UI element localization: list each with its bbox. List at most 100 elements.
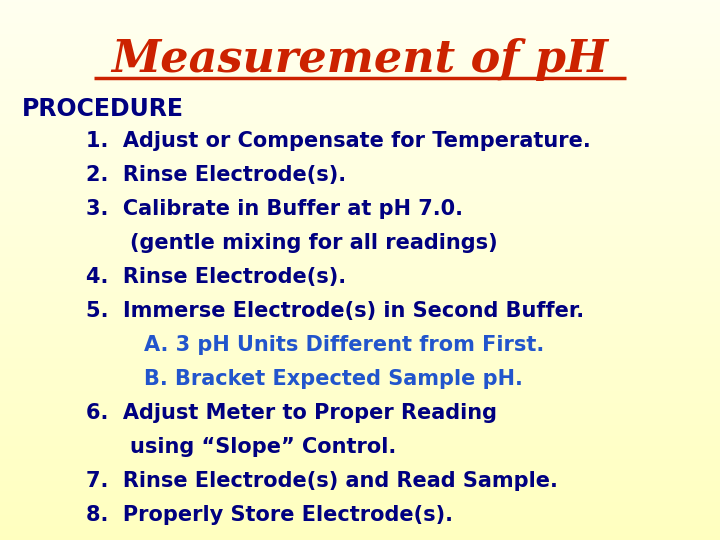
Text: using “Slope” Control.: using “Slope” Control. bbox=[130, 437, 396, 457]
Bar bbox=[0, 221, 720, 223]
Bar bbox=[0, 38, 720, 39]
Bar bbox=[0, 299, 720, 301]
Bar bbox=[0, 151, 720, 153]
Bar bbox=[0, 308, 720, 309]
Bar bbox=[0, 49, 720, 50]
Text: 6.  Adjust Meter to Proper Reading: 6. Adjust Meter to Proper Reading bbox=[86, 403, 498, 423]
Bar bbox=[0, 61, 720, 63]
Bar bbox=[0, 128, 720, 130]
Bar bbox=[0, 498, 720, 501]
Bar bbox=[0, 123, 720, 124]
Bar bbox=[0, 416, 720, 417]
Bar bbox=[0, 444, 720, 447]
Bar bbox=[0, 227, 720, 228]
Bar bbox=[0, 218, 720, 220]
Bar bbox=[0, 27, 720, 29]
Bar bbox=[0, 457, 720, 459]
Bar bbox=[0, 304, 720, 306]
Bar bbox=[0, 292, 720, 293]
Bar bbox=[0, 167, 720, 169]
Bar bbox=[0, 389, 720, 390]
Bar bbox=[0, 74, 720, 76]
Bar bbox=[0, 454, 720, 455]
Bar bbox=[0, 126, 720, 128]
Bar bbox=[0, 398, 720, 400]
Bar bbox=[0, 182, 720, 184]
Bar bbox=[0, 401, 720, 403]
Bar bbox=[0, 533, 720, 535]
Bar bbox=[0, 285, 720, 286]
Bar bbox=[0, 16, 720, 18]
Bar bbox=[0, 511, 720, 513]
Bar bbox=[0, 403, 720, 405]
Bar bbox=[0, 214, 720, 216]
Bar bbox=[0, 342, 720, 344]
Bar bbox=[0, 32, 720, 34]
Bar bbox=[0, 293, 720, 295]
Bar bbox=[0, 349, 720, 351]
Bar bbox=[0, 157, 720, 158]
Bar bbox=[0, 355, 720, 356]
Bar bbox=[0, 25, 720, 27]
Bar bbox=[0, 79, 720, 81]
Bar bbox=[0, 238, 720, 239]
Bar bbox=[0, 501, 720, 502]
Bar bbox=[0, 166, 720, 167]
Bar bbox=[0, 319, 720, 320]
Bar bbox=[0, 336, 720, 339]
Bar bbox=[0, 252, 720, 254]
Bar bbox=[0, 450, 720, 452]
Bar bbox=[0, 382, 720, 383]
Bar bbox=[0, 96, 720, 97]
Bar bbox=[0, 254, 720, 255]
Bar bbox=[0, 77, 720, 79]
Bar bbox=[0, 150, 720, 151]
Bar bbox=[0, 333, 720, 335]
Bar bbox=[0, 317, 720, 319]
Bar bbox=[0, 301, 720, 302]
Text: 8.  Properly Store Electrode(s).: 8. Properly Store Electrode(s). bbox=[86, 505, 454, 525]
Bar bbox=[0, 140, 720, 142]
Bar bbox=[0, 272, 720, 274]
Bar bbox=[0, 142, 720, 144]
Bar bbox=[0, 247, 720, 248]
Bar bbox=[0, 160, 720, 162]
Bar bbox=[0, 2, 720, 4]
Bar bbox=[0, 81, 720, 83]
Bar bbox=[0, 72, 720, 74]
Bar bbox=[0, 201, 720, 204]
Bar bbox=[0, 369, 720, 371]
Bar bbox=[0, 180, 720, 182]
Bar bbox=[0, 274, 720, 275]
Bar bbox=[0, 437, 720, 439]
Bar bbox=[0, 376, 720, 378]
Bar bbox=[0, 326, 720, 328]
Bar bbox=[0, 112, 720, 113]
Bar bbox=[0, 196, 720, 198]
Bar bbox=[0, 390, 720, 393]
Bar bbox=[0, 302, 720, 304]
Bar bbox=[0, 428, 720, 430]
Bar bbox=[0, 536, 720, 538]
Bar bbox=[0, 358, 720, 360]
Bar bbox=[0, 245, 720, 247]
Bar bbox=[0, 110, 720, 112]
Bar bbox=[0, 211, 720, 212]
Bar bbox=[0, 506, 720, 508]
Bar bbox=[0, 432, 720, 434]
Bar bbox=[0, 328, 720, 329]
Bar bbox=[0, 108, 720, 110]
Bar bbox=[0, 425, 720, 427]
Bar bbox=[0, 239, 720, 241]
Bar bbox=[0, 5, 720, 7]
Bar bbox=[0, 69, 720, 70]
Bar bbox=[0, 331, 720, 333]
Bar bbox=[0, 484, 720, 486]
Bar bbox=[0, 351, 720, 353]
Bar bbox=[0, 295, 720, 297]
Bar bbox=[0, 471, 720, 474]
Bar bbox=[0, 207, 720, 209]
Bar bbox=[0, 464, 720, 466]
Bar bbox=[0, 528, 720, 529]
Bar bbox=[0, 250, 720, 252]
